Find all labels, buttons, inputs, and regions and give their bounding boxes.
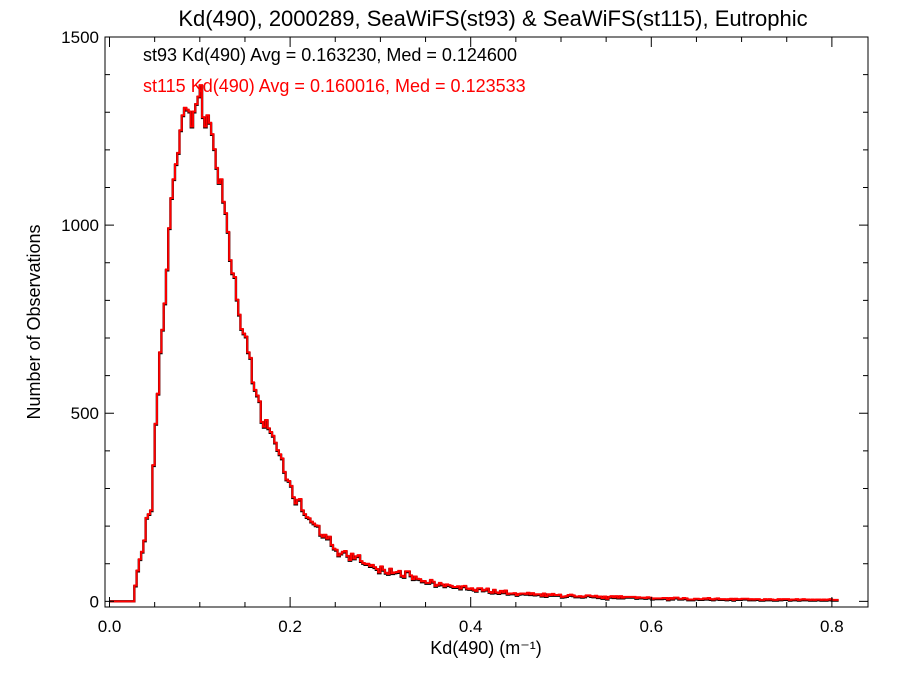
series-line-st93 (109, 84, 839, 603)
x-axis: 0.0 0.2 0.4 0.6 0.8 (98, 37, 844, 636)
x-tick-label: 0.4 (459, 617, 483, 636)
y-axis: 0 500 1000 1500 (61, 28, 868, 611)
x-tick-label: 0.6 (639, 617, 663, 636)
x-tick-label: 0.8 (820, 617, 844, 636)
plot-area (104, 36, 869, 608)
y-tick-label: 1500 (61, 28, 99, 47)
y-axis-label: Number of Observations (24, 224, 44, 419)
y-tick-label: 1000 (61, 216, 99, 235)
legend-entry-st93: st93 Kd(490) Avg = 0.163230, Med = 0.124… (143, 45, 517, 65)
series-line-st115 (109, 84, 839, 603)
y-tick-label: 500 (71, 404, 99, 423)
x-axis-label: Kd(490) (m⁻¹) (430, 638, 542, 658)
plot-frame (104, 36, 869, 608)
series-layer (109, 84, 839, 603)
y-tick-label: 0 (90, 592, 99, 611)
chart-title: Kd(490), 2000289, SeaWiFS(st93) & SeaWiF… (178, 6, 807, 31)
legend-entry-st115: st115 Kd(490) Avg = 0.160016, Med = 0.12… (143, 76, 526, 96)
x-tick-label: 0.0 (98, 617, 122, 636)
x-tick-label: 0.2 (278, 617, 302, 636)
